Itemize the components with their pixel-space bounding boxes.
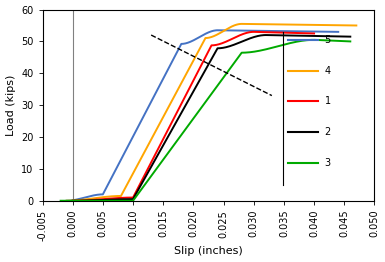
Text: 5: 5 xyxy=(325,35,331,45)
Text: 3: 3 xyxy=(325,157,331,167)
Y-axis label: Load (kips): Load (kips) xyxy=(5,74,15,136)
Text: 4: 4 xyxy=(325,66,331,76)
Text: 2: 2 xyxy=(325,127,331,137)
X-axis label: Slip (inches): Slip (inches) xyxy=(174,247,243,256)
Text: 1: 1 xyxy=(325,96,331,106)
